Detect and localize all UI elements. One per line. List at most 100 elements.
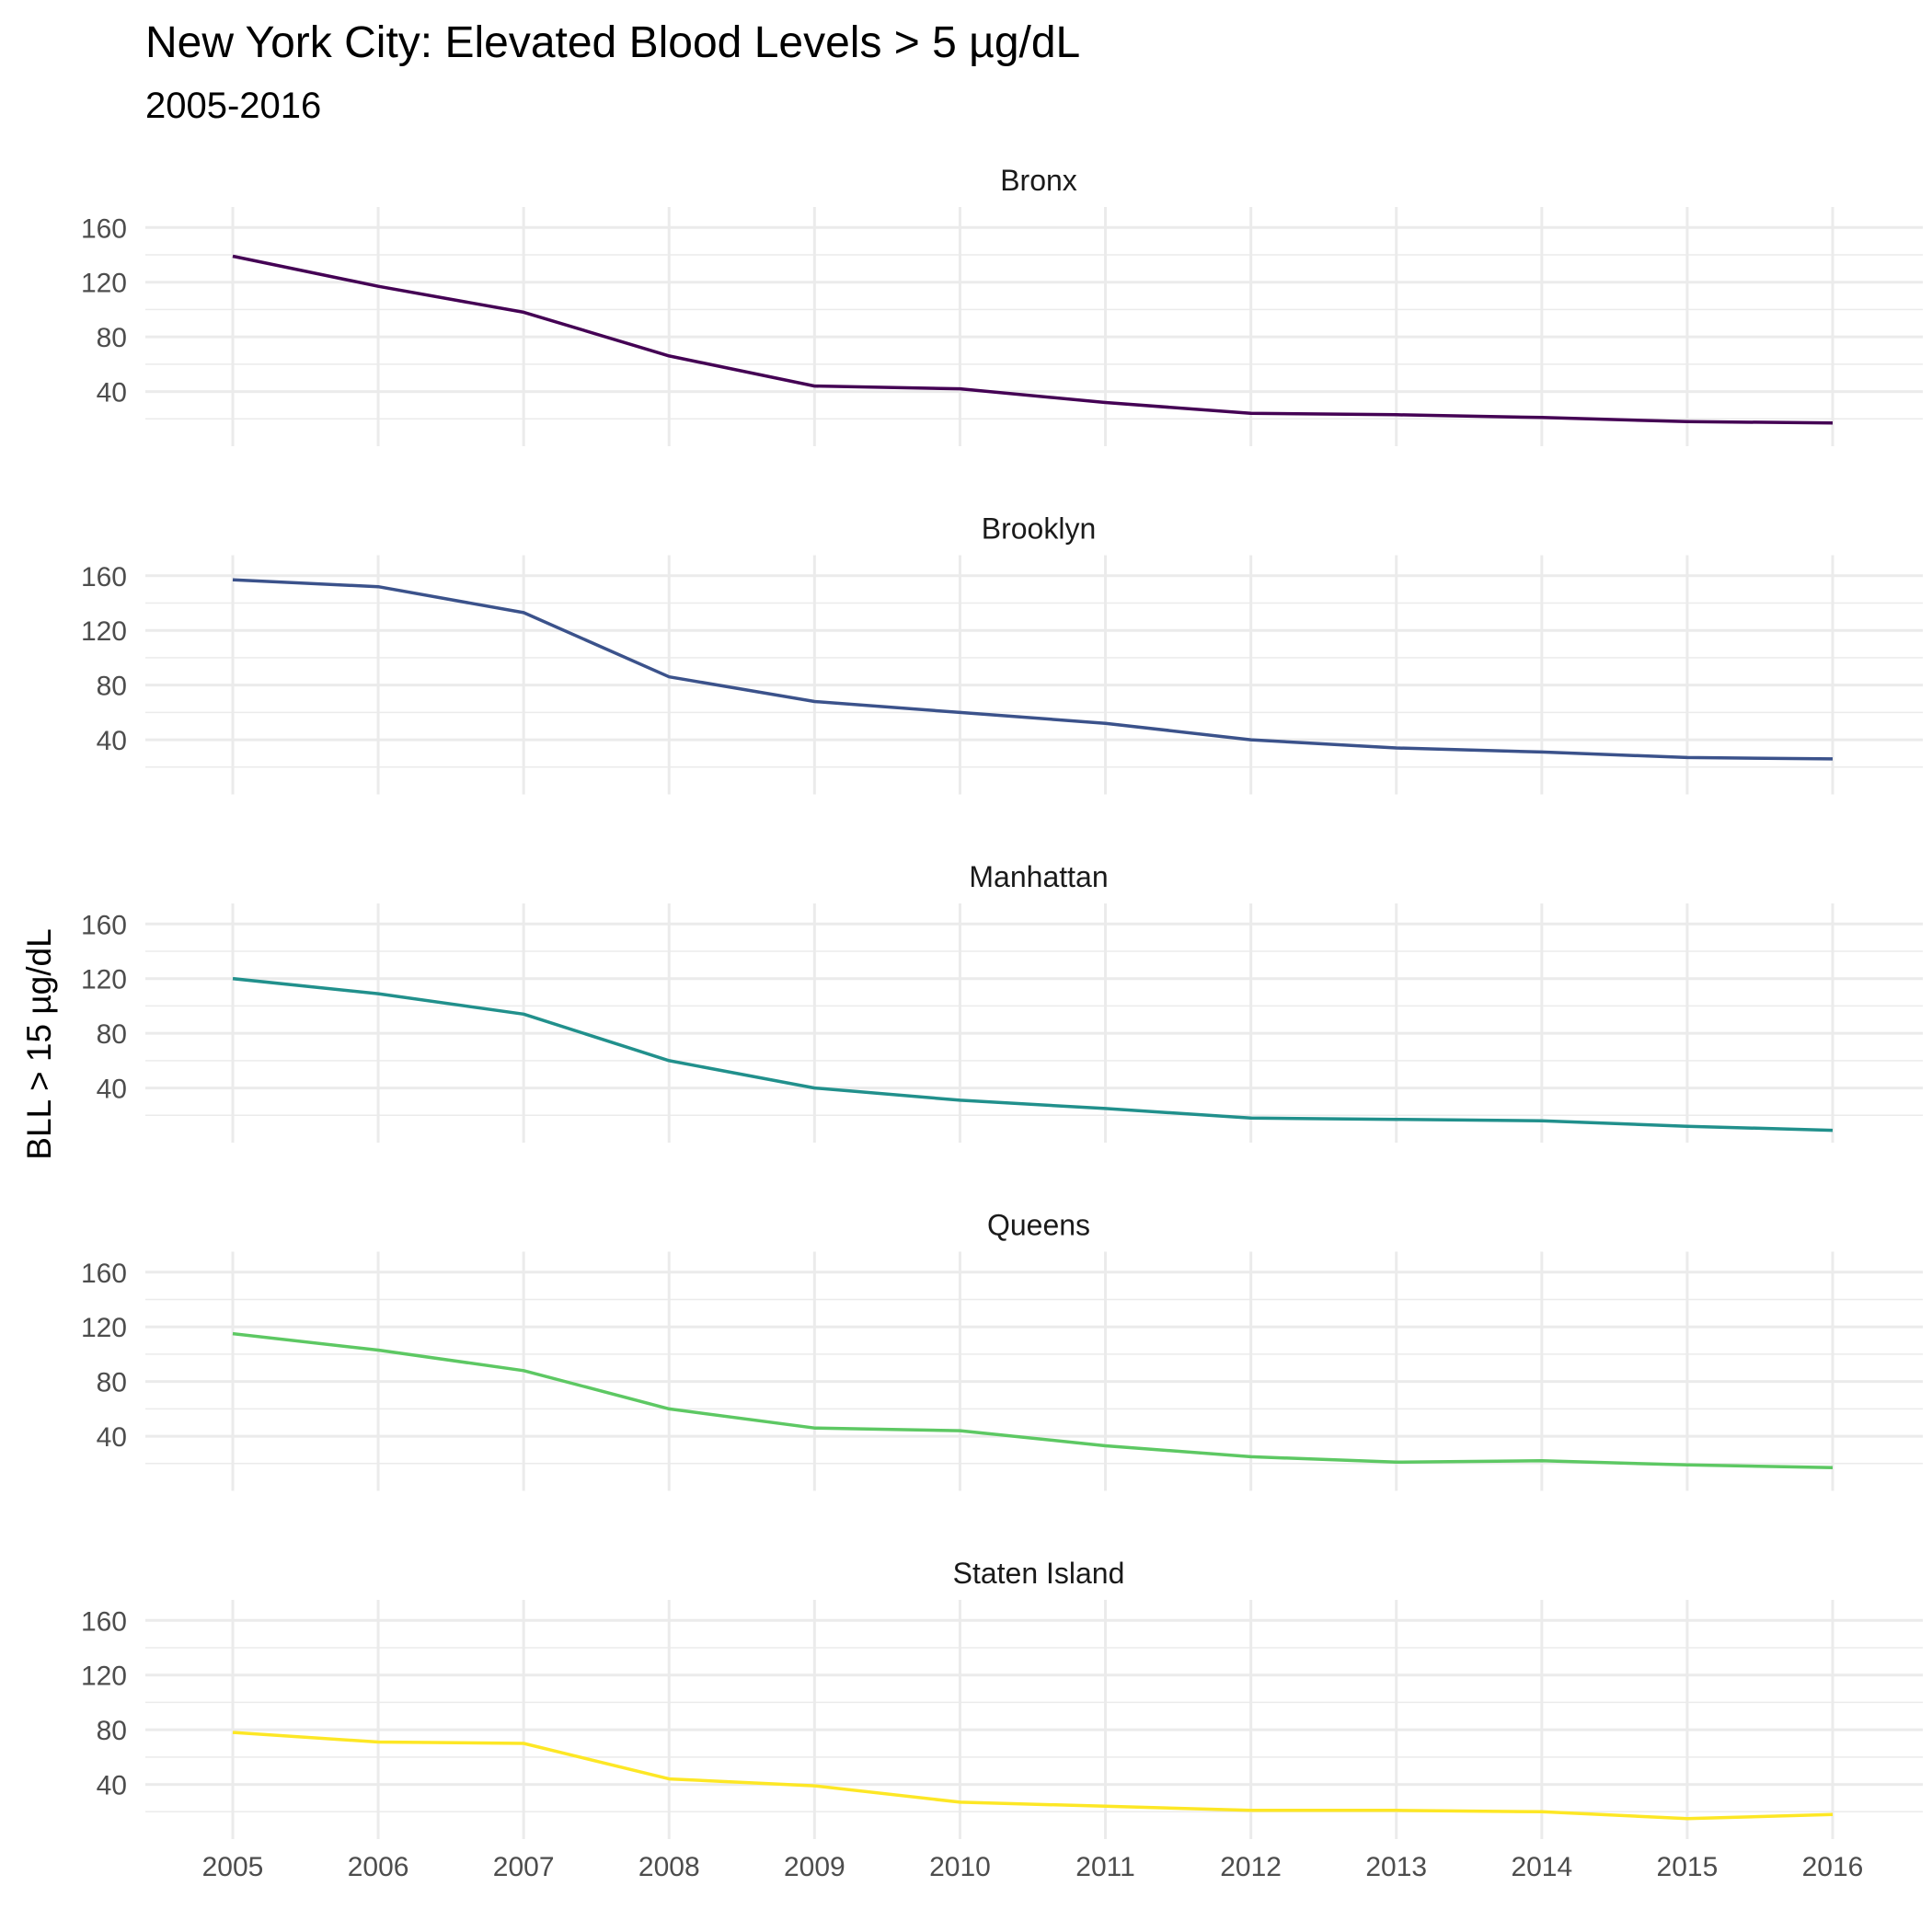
facet-label-bronx: Bronx — [1000, 164, 1077, 197]
y-tick-label: 40 — [97, 726, 127, 756]
y-tick-label: 160 — [81, 1259, 127, 1289]
data-point-brooklyn-2008 — [668, 675, 671, 678]
data-point-manhattan-2016 — [1832, 1129, 1834, 1132]
data-point-bronx-2008 — [668, 354, 671, 357]
data-point-manhattan-2011 — [1104, 1107, 1107, 1110]
x-tick-label: 2013 — [1365, 1852, 1427, 1882]
data-point-staten-island-2005 — [232, 1731, 235, 1734]
data-point-queens-2013 — [1395, 1461, 1397, 1464]
data-point-queens-2012 — [1249, 1455, 1252, 1458]
data-point-queens-2015 — [1685, 1464, 1688, 1466]
y-tick-label: 80 — [97, 1368, 127, 1398]
data-point-brooklyn-2009 — [813, 700, 816, 703]
data-point-manhattan-2012 — [1249, 1117, 1252, 1120]
y-axis-label: BLL > 15 µg/dL — [20, 928, 58, 1159]
data-point-queens-2016 — [1832, 1466, 1834, 1469]
panel-queens: Queens 40 80 120 160 — [81, 1209, 1923, 1491]
data-point-brooklyn-2010 — [959, 711, 961, 714]
y-tick-label: 80 — [97, 1019, 127, 1050]
data-point-queens-2005 — [232, 1332, 235, 1335]
y-tick-label: 40 — [97, 378, 127, 408]
data-point-bronx-2014 — [1540, 416, 1543, 419]
x-tick-label: 2012 — [1220, 1852, 1282, 1882]
x-axis: 2005 2006 2007 2008 2009 2010 2011 2012 2013 2014… — [202, 1852, 1864, 1882]
data-point-staten-island-2015 — [1685, 1817, 1688, 1820]
data-point-staten-island-2008 — [668, 1777, 671, 1780]
data-point-manhattan-2014 — [1540, 1120, 1543, 1122]
data-point-brooklyn-2012 — [1249, 739, 1252, 742]
y-tick-label: 120 — [81, 616, 127, 647]
x-tick-label: 2006 — [348, 1852, 409, 1882]
data-point-queens-2011 — [1104, 1444, 1107, 1447]
data-point-bronx-2015 — [1685, 420, 1688, 423]
x-tick-label: 2007 — [493, 1852, 555, 1882]
y-tick-label: 120 — [81, 1313, 127, 1343]
data-point-queens-2009 — [813, 1427, 816, 1430]
panel-staten-island: Staten Island 40 80 120 160 — [81, 1557, 1923, 1839]
data-point-bronx-2006 — [377, 285, 380, 288]
chart-subtitle: 2005-2016 — [145, 86, 321, 126]
y-tick-label: 160 — [81, 1606, 127, 1637]
data-point-bronx-2010 — [959, 387, 961, 390]
data-point-staten-island-2007 — [523, 1742, 525, 1745]
data-point-bronx-2016 — [1832, 421, 1834, 424]
x-tick-label: 2016 — [1802, 1852, 1864, 1882]
data-point-manhattan-2010 — [959, 1098, 961, 1101]
y-tick-label: 80 — [97, 1716, 127, 1746]
facet-label-staten-island: Staten Island — [953, 1557, 1125, 1590]
series-line-queens — [232, 1331, 1834, 1469]
y-tick-label: 160 — [81, 910, 127, 940]
data-point-queens-2010 — [959, 1430, 961, 1432]
data-point-brooklyn-2013 — [1395, 746, 1397, 749]
data-point-brooklyn-2006 — [377, 585, 380, 588]
data-point-bronx-2009 — [813, 385, 816, 387]
data-point-staten-island-2016 — [1832, 1813, 1834, 1816]
data-point-bronx-2007 — [523, 311, 525, 314]
x-tick-label: 2010 — [929, 1852, 991, 1882]
data-point-bronx-2005 — [232, 255, 235, 258]
panel-manhattan: Manhattan 40 80 120 160 — [81, 860, 1923, 1143]
x-tick-label: 2014 — [1511, 1852, 1572, 1882]
y-tick-label: 40 — [97, 1075, 127, 1105]
data-point-staten-island-2010 — [959, 1800, 961, 1803]
panel-bronx: Bronx 40 80 120 160 — [81, 164, 1923, 446]
data-point-staten-island-2009 — [813, 1785, 816, 1788]
series-line-staten-island — [232, 1731, 1834, 1821]
data-point-brooklyn-2014 — [1540, 751, 1543, 753]
panel-brooklyn: Brooklyn 40 80 120 160 — [81, 512, 1923, 795]
x-tick-label: 2009 — [784, 1852, 845, 1882]
data-point-brooklyn-2007 — [523, 611, 525, 614]
y-tick-label: 80 — [97, 672, 127, 702]
data-point-brooklyn-2016 — [1832, 757, 1834, 760]
data-point-manhattan-2005 — [232, 977, 235, 980]
data-point-manhattan-2008 — [668, 1059, 671, 1062]
facet-label-brooklyn: Brooklyn — [982, 512, 1097, 546]
data-point-bronx-2011 — [1104, 401, 1107, 404]
data-point-queens-2014 — [1540, 1459, 1543, 1462]
data-point-queens-2007 — [523, 1369, 525, 1372]
y-tick-label: 80 — [97, 323, 127, 353]
x-tick-label: 2015 — [1657, 1852, 1719, 1882]
data-point-manhattan-2013 — [1395, 1118, 1397, 1121]
series-line-bronx — [232, 254, 1834, 425]
x-tick-label: 2005 — [202, 1852, 264, 1882]
x-tick-label: 2008 — [638, 1852, 700, 1882]
data-point-manhattan-2015 — [1685, 1125, 1688, 1128]
x-tick-label: 2011 — [1075, 1852, 1135, 1882]
y-tick-label: 160 — [81, 213, 127, 244]
data-point-brooklyn-2011 — [1104, 722, 1107, 725]
y-tick-label: 160 — [81, 562, 127, 592]
data-point-manhattan-2009 — [813, 1087, 816, 1089]
data-point-brooklyn-2015 — [1685, 756, 1688, 759]
data-point-staten-island-2011 — [1104, 1805, 1107, 1808]
y-tick-label: 120 — [81, 1662, 127, 1692]
data-point-brooklyn-2005 — [232, 579, 235, 581]
data-point-staten-island-2012 — [1249, 1809, 1252, 1811]
data-point-manhattan-2006 — [377, 993, 380, 995]
series-line-brooklyn — [232, 578, 1834, 761]
data-point-staten-island-2014 — [1540, 1811, 1543, 1813]
data-point-bronx-2012 — [1249, 412, 1252, 415]
data-point-queens-2008 — [668, 1408, 671, 1410]
data-point-manhattan-2007 — [523, 1013, 525, 1016]
facet-label-manhattan: Manhattan — [969, 860, 1108, 893]
